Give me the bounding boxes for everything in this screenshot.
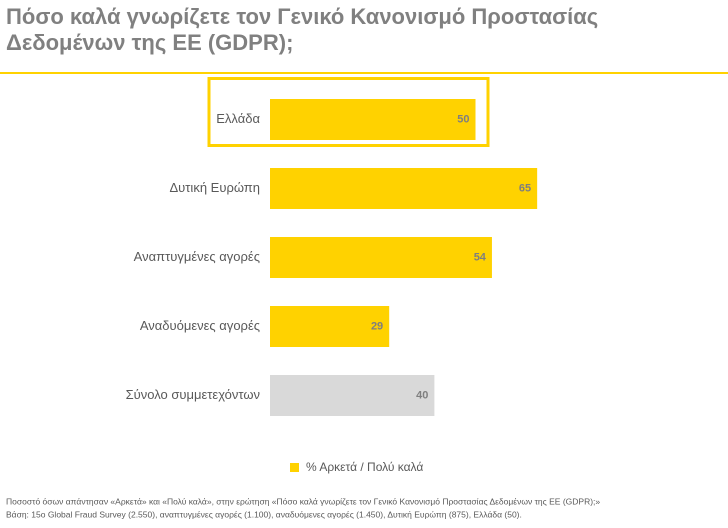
bar	[270, 306, 390, 347]
bar	[270, 168, 538, 209]
highlight-box	[207, 77, 490, 147]
category-label: Αναπτυγμένες αγορές	[134, 249, 260, 264]
category-label: Δυτική Ευρώπη	[170, 180, 261, 195]
category-label: Αναδυόμενες αγορές	[140, 318, 260, 333]
legend-label: % Αρκετά / Πολύ καλά	[306, 460, 423, 474]
value-label: 40	[416, 389, 428, 401]
bar	[270, 375, 435, 416]
chart-title: Δεδομένων της ΕΕ (GDPR);	[6, 30, 293, 55]
value-label: 54	[474, 251, 487, 263]
bar	[270, 99, 476, 140]
bar	[270, 237, 492, 278]
value-label: 65	[519, 182, 531, 194]
legend-swatch	[290, 463, 299, 472]
category-label: Σύνολο συμμετεχόντων	[126, 387, 260, 402]
value-label: 50	[457, 113, 469, 125]
chart-title: Πόσο καλά γνωρίζετε τον Γενικό Κανονισμό…	[6, 4, 598, 29]
footnote: Βάση: 15ο Global Fraud Survey (2.550), α…	[6, 509, 522, 519]
value-label: 29	[371, 320, 383, 332]
category-label: Ελλάδα	[216, 111, 260, 126]
footnote: Ποσοστό όσων απάντησαν «Αρκετά» και «Πολ…	[6, 496, 600, 506]
